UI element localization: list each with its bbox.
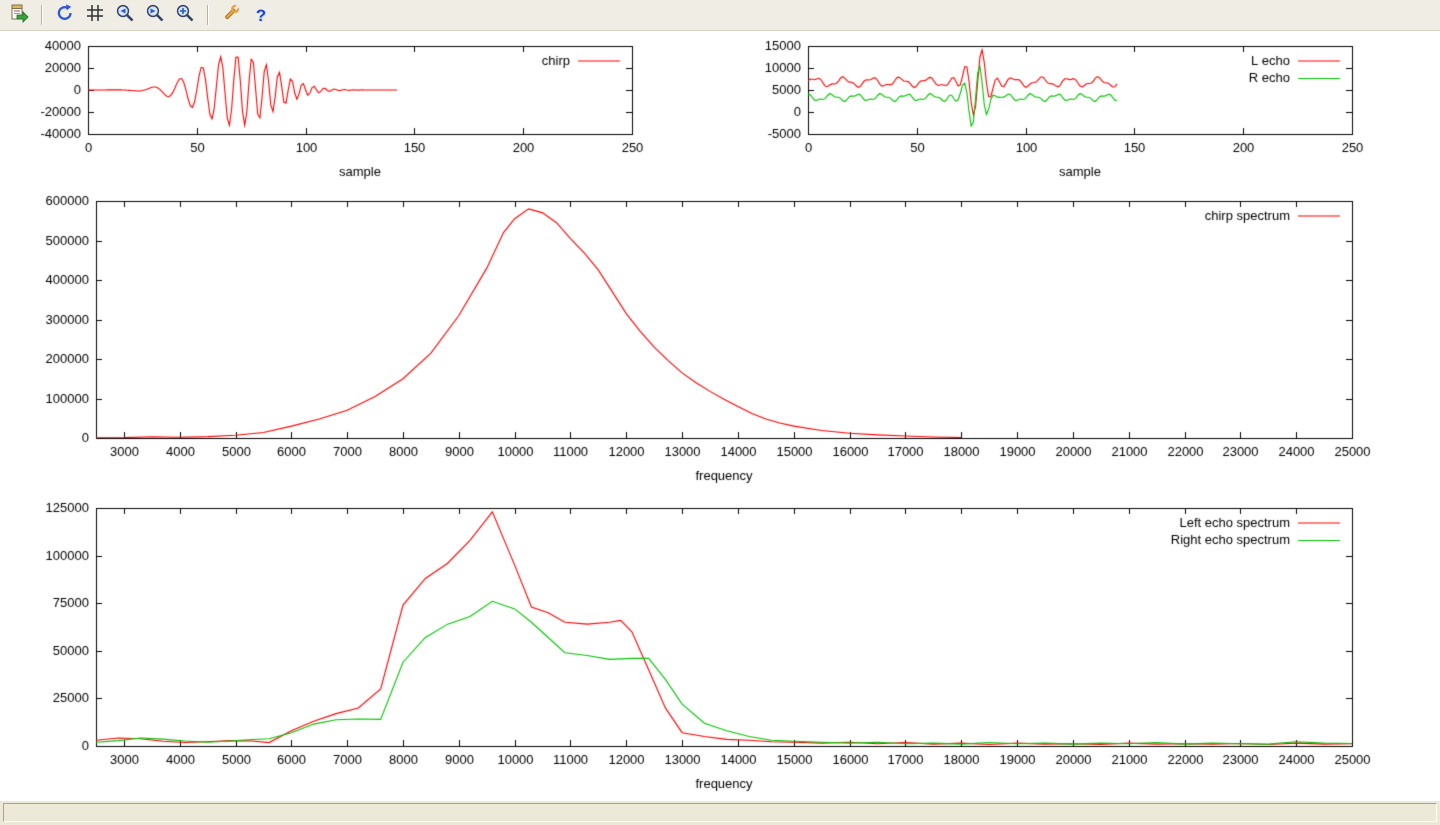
grid-icon <box>85 3 105 28</box>
zoom-fit-icon <box>175 3 195 28</box>
zoom-previous-button[interactable] <box>112 3 138 27</box>
zoom-next-icon <box>145 3 165 28</box>
replot-button[interactable] <box>52 3 78 27</box>
status-bar <box>3 803 1437 822</box>
toggle-grid-button[interactable] <box>82 3 108 27</box>
help-button[interactable]: ? <box>248 3 274 27</box>
copy-to-clipboard-icon <box>9 3 29 28</box>
chart-echo-spectra[interactable] <box>0 481 1440 801</box>
wrench-icon <box>221 3 241 28</box>
help-icon: ? <box>255 5 267 25</box>
toolbar-separator <box>41 5 43 25</box>
zoom-previous-icon <box>115 3 135 28</box>
copy-to-clipboard-button[interactable] <box>6 3 32 27</box>
toolbar: ? <box>0 0 1440 31</box>
chart-echoes-signal[interactable] <box>720 31 1440 191</box>
configure-button[interactable] <box>218 3 244 27</box>
toolbar-separator <box>207 5 209 25</box>
autoscale-button[interactable] <box>172 3 198 27</box>
refresh-icon <box>55 3 75 28</box>
zoom-next-button[interactable] <box>142 3 168 27</box>
chart-chirp-signal[interactable] <box>0 31 710 191</box>
plot-surface <box>0 31 1440 801</box>
chart-chirp-spectrum[interactable] <box>0 191 1440 501</box>
